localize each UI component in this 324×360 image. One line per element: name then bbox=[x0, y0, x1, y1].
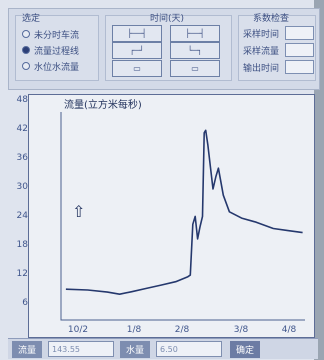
mode-option-label: 水位水流量 bbox=[34, 62, 80, 73]
param-row-1: 采样流量 bbox=[243, 43, 314, 57]
param-group: 系数检查 采样时间 采样流量 输出时间 bbox=[238, 14, 316, 81]
y-tick: 12 bbox=[16, 269, 28, 279]
time-button-5[interactable]: ▭ bbox=[112, 60, 162, 77]
y-tick: 24 bbox=[16, 211, 28, 221]
time-button-1[interactable]: ├──┤ bbox=[112, 25, 162, 42]
param-field-sample-time[interactable] bbox=[285, 26, 314, 40]
time-button-icon: ├──┤ bbox=[185, 29, 205, 38]
chart-axes bbox=[60, 112, 305, 321]
time-button-4[interactable]: └─┐ bbox=[170, 42, 220, 59]
mode-option-label: 未分时车流 bbox=[34, 30, 80, 41]
y-tick: 36 bbox=[16, 153, 28, 163]
flow-value-field[interactable]: 143.55 bbox=[48, 341, 114, 357]
param-label: 采样时间 bbox=[243, 29, 280, 40]
x-tick: 2/8 bbox=[174, 325, 190, 335]
param-row-2: 输出时间 bbox=[243, 60, 314, 74]
time-button-icon: ┌─┘ bbox=[129, 46, 145, 55]
x-tick: 10/2 bbox=[67, 325, 89, 335]
y-tick: 6 bbox=[22, 298, 28, 308]
mode-option-0[interactable]: 未分时车流 bbox=[22, 26, 79, 42]
param-field-sample-flow[interactable] bbox=[285, 43, 314, 57]
param-field-output-time[interactable] bbox=[285, 60, 314, 74]
mode-group-label: 选定 bbox=[22, 14, 41, 24]
time-button-icon: ├──┤ bbox=[127, 29, 147, 38]
mode-option-label: 流量过程线 bbox=[34, 46, 80, 57]
level-label: 水量 bbox=[120, 341, 151, 358]
mode-option-1[interactable]: 流量过程线 bbox=[22, 42, 79, 58]
param-label: 输出时间 bbox=[243, 63, 280, 74]
time-button-icon: └─┐ bbox=[187, 46, 203, 55]
time-button-6[interactable]: ▭ bbox=[170, 60, 220, 77]
time-group: 时间(天) ├──┤ ├──┤ ┌─┘ └─┐ ▭ ▭ bbox=[105, 14, 232, 81]
time-button-icon: ▭ bbox=[191, 64, 199, 73]
confirm-button[interactable]: 确定 bbox=[230, 341, 261, 358]
y-tick: 18 bbox=[16, 240, 28, 250]
up-arrow-icon[interactable]: ⇧ bbox=[72, 202, 86, 221]
radio-selected-icon bbox=[22, 46, 30, 54]
time-group-label: 时间(天) bbox=[150, 14, 185, 24]
series-line-0 bbox=[65, 129, 303, 295]
param-group-label: 系数检查 bbox=[253, 14, 290, 24]
x-tick: 3/8 bbox=[233, 325, 249, 335]
param-row-0: 采样时间 bbox=[243, 26, 314, 40]
radio-icon bbox=[22, 62, 30, 70]
y-tick: 30 bbox=[16, 182, 28, 192]
chart-window bbox=[28, 94, 315, 338]
radio-icon bbox=[22, 30, 30, 38]
level-value-field[interactable]: 6.50 bbox=[156, 341, 222, 357]
y-tick: 42 bbox=[16, 124, 28, 134]
param-label: 采样流量 bbox=[243, 46, 280, 57]
bottom-bar: 流量 143.55 水量 6.50 确定 bbox=[8, 338, 318, 359]
photo-edge bbox=[314, 0, 324, 360]
time-button-3[interactable]: ┌─┘ bbox=[112, 42, 162, 59]
time-button-icon: ▭ bbox=[133, 64, 141, 73]
flow-label: 流量 bbox=[12, 341, 43, 358]
mode-group: 选定 未分时车流 流量过程线 水位水流量 bbox=[15, 14, 99, 81]
time-button-2[interactable]: ├──┤ bbox=[170, 25, 220, 42]
chart-title: 流量(立方米每秒) bbox=[64, 100, 142, 111]
mode-option-2[interactable]: 水位水流量 bbox=[22, 58, 79, 74]
x-tick: 1/8 bbox=[126, 325, 142, 335]
x-tick: 4/8 bbox=[281, 325, 297, 335]
y-tick: 48 bbox=[16, 95, 28, 105]
control-panel: 选定 未分时车流 流量过程线 水位水流量 时间(天) ├──┤ ├──┤ ┌─┘… bbox=[8, 8, 320, 90]
